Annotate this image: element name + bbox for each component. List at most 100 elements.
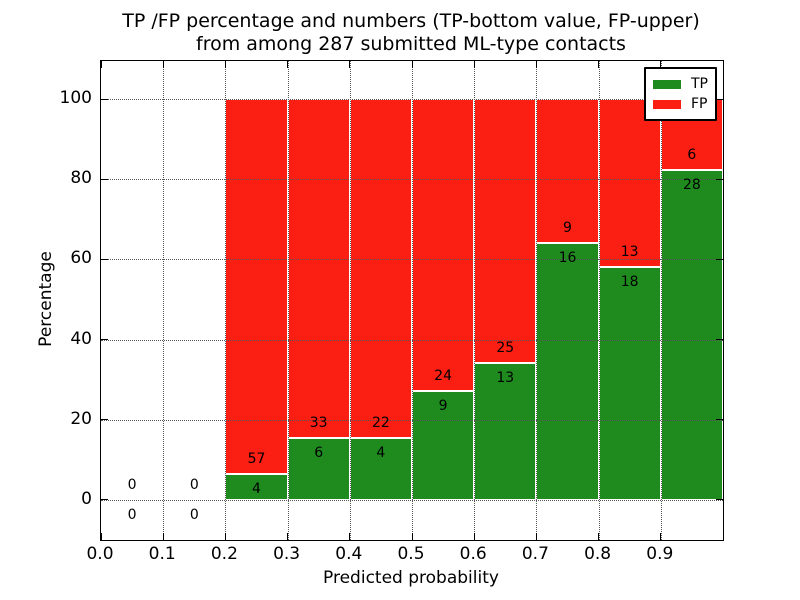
x-gridline [660, 61, 662, 540]
y-tick-mark [716, 178, 723, 180]
tp-bar [536, 243, 599, 500]
fp-bar [287, 99, 350, 439]
x-tick-label: 0.8 [584, 544, 612, 564]
x-tick-label: 0.9 [646, 544, 674, 564]
chart-title-line2: from among 287 submitted ML-type contact… [196, 33, 626, 55]
y-tick-mark [716, 258, 723, 260]
tp-count-label: 13 [496, 369, 515, 386]
x-gridline [412, 61, 413, 540]
legend-label: FP [691, 96, 708, 112]
x-gridline [598, 61, 600, 540]
y-tick-mark [101, 499, 108, 501]
y-tick-label: 0 [81, 488, 92, 509]
fp-count-label: 24 [434, 367, 452, 384]
fp-count-label: 22 [371, 415, 390, 432]
tp-count-label: 28 [682, 176, 701, 193]
y-tick-label: 100 [59, 88, 92, 109]
x-tick-mark [535, 533, 537, 540]
tp-bar [412, 390, 475, 500]
fp-count-label: 13 [620, 244, 639, 261]
y-tick-mark [716, 339, 723, 341]
x-tick-label: 0.6 [459, 544, 487, 564]
x-tick-mark [100, 533, 102, 540]
x-tick-mark [660, 533, 662, 540]
x-tick-label: 0.3 [273, 544, 301, 564]
tp-count-label: 4 [252, 480, 261, 497]
y-tick-mark [101, 419, 108, 421]
x-gridline [349, 61, 351, 540]
tp-legend-swatch [653, 79, 681, 89]
x-tick-mark [535, 61, 537, 68]
legend-row: TP [653, 74, 708, 94]
x-tick-label: 0.7 [521, 544, 549, 564]
x-tick-mark [349, 533, 351, 540]
plot-area: TP FP 0 0 0 0 57 4 33 6 22 4 24 9 25 13 9 16 13 18 6 28 [100, 60, 724, 541]
legend: TP FP [644, 67, 717, 121]
chart-title: TP /FP percentage and numbers (TP-bottom… [100, 10, 722, 56]
x-tick-mark [287, 61, 289, 68]
tp-count-label: 4 [376, 445, 386, 462]
x-axis-label: Predicted probability [323, 568, 499, 588]
tp-count-label: 0 [127, 506, 137, 523]
x-tick-label: 0.4 [335, 544, 363, 564]
x-tick-label: 0.2 [210, 544, 238, 564]
x-tick-mark [660, 61, 662, 68]
x-tick-label: 0.1 [148, 544, 176, 564]
x-gridline [287, 61, 289, 540]
x-tick-mark [224, 61, 226, 68]
tp-count-label: 6 [314, 445, 324, 462]
chart-title-line1: TP /FP percentage and numbers (TP-bottom… [122, 10, 700, 32]
y-tick-mark [716, 499, 723, 501]
x-tick-mark [349, 61, 351, 68]
fp-count-label: 9 [563, 220, 572, 237]
x-gridline [163, 61, 165, 540]
fp-bar [225, 99, 288, 474]
x-tick-mark [224, 533, 226, 540]
tp-count-label: 9 [438, 397, 448, 414]
tp-bar [598, 267, 661, 500]
x-tick-mark [100, 61, 102, 68]
tp-bar [225, 473, 288, 500]
tp-bar [349, 438, 412, 500]
tp-count-label: 0 [189, 506, 199, 523]
fp-bar [536, 99, 599, 244]
fp-bar [412, 99, 475, 391]
y-tick-label: 80 [70, 168, 92, 189]
tp-bar [660, 169, 723, 500]
x-tick-mark [473, 61, 475, 68]
fp-count-label: 25 [496, 339, 515, 356]
fp-bar [474, 99, 537, 363]
fp-legend-swatch [653, 99, 681, 109]
y-tick-label: 40 [70, 328, 92, 349]
fp-bar [349, 99, 412, 439]
x-tick-label: 0.5 [397, 544, 425, 564]
x-tick-mark [598, 61, 600, 68]
x-tick-label: 0.0 [86, 544, 114, 564]
fp-count-label: 0 [127, 476, 137, 493]
fp-bar [598, 99, 661, 268]
y-tick-mark [716, 98, 723, 100]
y-tick-mark [101, 178, 108, 180]
x-tick-mark [473, 533, 475, 540]
fp-count-label: 0 [189, 476, 199, 493]
fp-count-label: 57 [247, 450, 266, 467]
y-tick-mark [101, 258, 108, 260]
legend-label: TP [691, 76, 708, 92]
tp-count-label: 16 [558, 250, 577, 267]
y-tick-mark [101, 339, 108, 341]
y-tick-mark [101, 98, 108, 100]
x-gridline [536, 61, 538, 540]
y-tick-label: 20 [70, 408, 92, 429]
y-tick-label: 60 [70, 248, 92, 269]
fp-count-label: 6 [687, 146, 697, 163]
fp-count-label: 33 [309, 415, 328, 432]
x-tick-mark [411, 533, 413, 540]
x-gridline [474, 61, 476, 540]
tp-count-label: 18 [620, 274, 639, 291]
x-tick-mark [598, 533, 600, 540]
x-tick-mark [162, 61, 164, 68]
x-tick-mark [287, 533, 289, 540]
x-tick-mark [162, 533, 164, 540]
legend-row: FP [653, 94, 708, 114]
